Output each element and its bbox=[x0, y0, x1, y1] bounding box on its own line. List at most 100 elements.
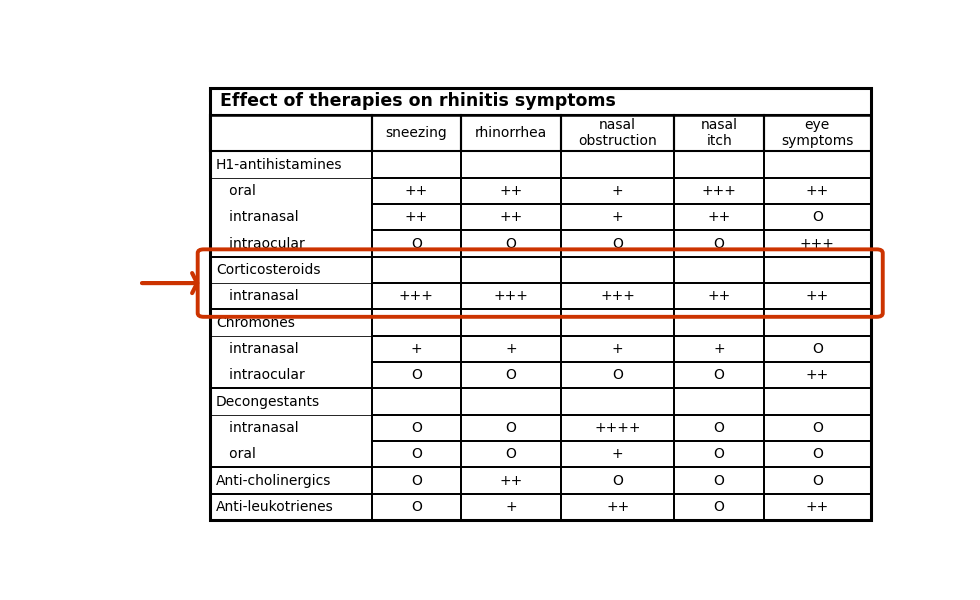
Bar bbox=[461, 494, 561, 520]
Text: +: + bbox=[411, 342, 422, 356]
Bar bbox=[674, 362, 764, 388]
Text: +: + bbox=[505, 500, 516, 514]
Bar bbox=[561, 115, 674, 151]
Text: oral: oral bbox=[216, 184, 256, 198]
Bar bbox=[674, 204, 764, 230]
Text: intranasal: intranasal bbox=[216, 342, 299, 356]
Bar bbox=[461, 151, 561, 178]
Bar bbox=[371, 362, 461, 388]
Bar bbox=[561, 204, 674, 230]
Bar bbox=[210, 115, 371, 151]
Text: nasal
itch: nasal itch bbox=[701, 118, 738, 148]
Text: O: O bbox=[811, 210, 822, 224]
Text: O: O bbox=[411, 447, 421, 461]
Text: intranasal: intranasal bbox=[216, 289, 299, 303]
Text: +++: +++ bbox=[702, 184, 737, 198]
Text: O: O bbox=[811, 447, 822, 461]
Text: O: O bbox=[713, 368, 724, 382]
Text: +++: +++ bbox=[800, 236, 835, 251]
Bar bbox=[674, 441, 764, 467]
Bar bbox=[561, 467, 674, 494]
Bar bbox=[764, 362, 870, 388]
Text: ++: ++ bbox=[405, 184, 428, 198]
Bar bbox=[210, 388, 371, 467]
Bar bbox=[764, 310, 870, 336]
Text: Anti-leukotrienes: Anti-leukotrienes bbox=[216, 500, 333, 514]
Text: O: O bbox=[811, 473, 822, 488]
Bar bbox=[461, 362, 561, 388]
Text: +: + bbox=[612, 210, 623, 224]
Bar bbox=[461, 388, 561, 415]
Bar bbox=[764, 257, 870, 283]
Text: ++: ++ bbox=[500, 210, 522, 224]
Bar bbox=[764, 415, 870, 441]
Bar bbox=[371, 467, 461, 494]
Bar bbox=[371, 336, 461, 362]
Text: ++: ++ bbox=[806, 289, 829, 303]
Bar bbox=[674, 178, 764, 204]
Bar bbox=[561, 388, 674, 415]
Bar bbox=[461, 310, 561, 336]
Bar bbox=[764, 115, 870, 151]
Bar bbox=[371, 388, 461, 415]
Text: ++: ++ bbox=[806, 368, 829, 382]
Text: +: + bbox=[612, 184, 623, 198]
Text: O: O bbox=[713, 421, 724, 435]
Text: +++: +++ bbox=[494, 289, 528, 303]
Text: ++: ++ bbox=[806, 500, 829, 514]
Text: sneezing: sneezing bbox=[385, 126, 447, 140]
Text: oral: oral bbox=[216, 447, 256, 461]
Bar bbox=[461, 115, 561, 151]
Bar bbox=[764, 441, 870, 467]
Bar bbox=[561, 230, 674, 257]
Bar bbox=[674, 467, 764, 494]
Text: O: O bbox=[411, 473, 421, 488]
Text: +++: +++ bbox=[399, 289, 434, 303]
Text: O: O bbox=[612, 368, 623, 382]
Text: +: + bbox=[612, 342, 623, 356]
Text: ++: ++ bbox=[405, 210, 428, 224]
Text: O: O bbox=[506, 421, 516, 435]
Text: +: + bbox=[713, 342, 725, 356]
Bar bbox=[561, 336, 674, 362]
Bar bbox=[210, 88, 870, 520]
Bar bbox=[764, 388, 870, 415]
Bar bbox=[210, 151, 371, 257]
Text: H1-antihistamines: H1-antihistamines bbox=[216, 158, 342, 172]
Bar bbox=[674, 415, 764, 441]
Bar bbox=[764, 467, 870, 494]
Text: O: O bbox=[612, 236, 623, 251]
Text: rhinorrhea: rhinorrhea bbox=[475, 126, 547, 140]
Bar bbox=[371, 115, 461, 151]
Bar bbox=[674, 230, 764, 257]
Bar bbox=[764, 204, 870, 230]
Text: Corticosteroids: Corticosteroids bbox=[216, 263, 320, 277]
Bar bbox=[461, 178, 561, 204]
Bar bbox=[210, 494, 371, 520]
Text: Anti-cholinergics: Anti-cholinergics bbox=[216, 473, 331, 488]
Bar bbox=[371, 310, 461, 336]
Text: O: O bbox=[811, 421, 822, 435]
Bar bbox=[674, 115, 764, 151]
Text: intranasal: intranasal bbox=[216, 210, 299, 224]
Text: +: + bbox=[505, 342, 516, 356]
Bar bbox=[371, 257, 461, 283]
Text: ++: ++ bbox=[606, 500, 629, 514]
Bar bbox=[764, 151, 870, 178]
Text: +: + bbox=[612, 447, 623, 461]
Bar bbox=[561, 310, 674, 336]
Bar bbox=[674, 388, 764, 415]
Bar bbox=[371, 415, 461, 441]
Bar bbox=[371, 204, 461, 230]
Text: ++: ++ bbox=[708, 210, 731, 224]
Text: +++: +++ bbox=[600, 289, 635, 303]
Text: O: O bbox=[811, 342, 822, 356]
Bar bbox=[764, 178, 870, 204]
Bar bbox=[210, 257, 371, 310]
Text: Chromones: Chromones bbox=[216, 316, 295, 329]
Bar bbox=[674, 283, 764, 310]
Text: O: O bbox=[411, 236, 421, 251]
Text: O: O bbox=[506, 236, 516, 251]
Bar bbox=[371, 178, 461, 204]
Bar bbox=[210, 88, 870, 115]
